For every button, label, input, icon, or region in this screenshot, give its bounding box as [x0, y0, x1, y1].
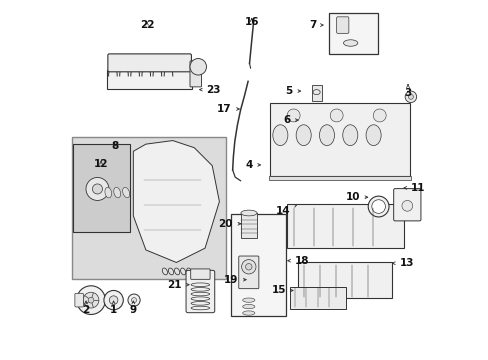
Text: 2: 2	[82, 301, 89, 315]
Ellipse shape	[272, 125, 287, 145]
Ellipse shape	[242, 305, 254, 309]
Ellipse shape	[343, 40, 357, 46]
Ellipse shape	[308, 119, 316, 123]
FancyBboxPatch shape	[289, 287, 346, 309]
Text: 9: 9	[129, 301, 137, 315]
FancyBboxPatch shape	[311, 85, 321, 101]
Circle shape	[372, 109, 386, 122]
FancyBboxPatch shape	[336, 17, 348, 33]
Circle shape	[131, 298, 136, 303]
Text: 15: 15	[271, 285, 292, 296]
Circle shape	[329, 109, 343, 122]
Text: 14: 14	[275, 204, 296, 216]
FancyBboxPatch shape	[73, 144, 130, 232]
FancyBboxPatch shape	[328, 13, 377, 54]
Ellipse shape	[122, 187, 129, 198]
Circle shape	[407, 94, 412, 99]
Text: 10: 10	[345, 192, 367, 202]
Ellipse shape	[180, 268, 185, 275]
Polygon shape	[133, 140, 219, 262]
Ellipse shape	[296, 125, 310, 145]
Ellipse shape	[319, 125, 334, 145]
Circle shape	[92, 184, 102, 194]
Text: 12: 12	[94, 159, 108, 169]
Circle shape	[241, 260, 255, 274]
Ellipse shape	[312, 90, 320, 95]
FancyBboxPatch shape	[240, 213, 257, 238]
Ellipse shape	[168, 268, 173, 275]
Text: 7: 7	[308, 20, 323, 30]
FancyBboxPatch shape	[269, 103, 409, 176]
Ellipse shape	[105, 187, 111, 198]
Text: 18: 18	[287, 256, 308, 266]
Ellipse shape	[366, 125, 380, 145]
FancyBboxPatch shape	[185, 270, 214, 313]
Ellipse shape	[162, 268, 167, 275]
Circle shape	[109, 296, 118, 305]
Circle shape	[77, 286, 105, 315]
Circle shape	[128, 294, 140, 306]
Text: 20: 20	[218, 219, 240, 229]
Text: 4: 4	[245, 160, 260, 170]
FancyBboxPatch shape	[231, 214, 285, 316]
Ellipse shape	[241, 210, 257, 216]
FancyBboxPatch shape	[190, 269, 210, 279]
Text: 8: 8	[111, 141, 118, 151]
Text: 16: 16	[244, 17, 258, 27]
FancyBboxPatch shape	[269, 176, 410, 180]
Ellipse shape	[242, 311, 254, 315]
Text: 3: 3	[404, 85, 411, 98]
FancyBboxPatch shape	[72, 137, 225, 279]
Ellipse shape	[367, 196, 388, 217]
FancyBboxPatch shape	[190, 61, 201, 87]
Circle shape	[88, 297, 94, 303]
Text: 19: 19	[224, 275, 245, 285]
Text: 23: 23	[199, 85, 221, 95]
Text: 1: 1	[110, 301, 117, 315]
FancyBboxPatch shape	[107, 70, 192, 89]
FancyBboxPatch shape	[108, 54, 191, 72]
FancyBboxPatch shape	[286, 204, 403, 248]
Text: 21: 21	[167, 280, 189, 290]
Ellipse shape	[342, 125, 357, 145]
Circle shape	[245, 264, 251, 270]
Text: 11: 11	[403, 183, 425, 193]
Text: 22: 22	[140, 20, 154, 30]
FancyBboxPatch shape	[238, 256, 258, 289]
Ellipse shape	[401, 201, 412, 211]
Text: 17: 17	[217, 104, 239, 114]
Ellipse shape	[174, 268, 179, 275]
Text: 13: 13	[392, 258, 413, 268]
Circle shape	[190, 59, 206, 75]
Ellipse shape	[114, 187, 121, 198]
FancyBboxPatch shape	[75, 293, 83, 307]
Ellipse shape	[186, 268, 191, 275]
Circle shape	[405, 91, 416, 103]
Circle shape	[83, 292, 99, 308]
Circle shape	[86, 177, 109, 201]
Text: 6: 6	[283, 115, 298, 125]
Circle shape	[104, 291, 123, 310]
Circle shape	[286, 109, 300, 122]
Text: 5: 5	[285, 86, 300, 96]
Ellipse shape	[242, 298, 254, 302]
FancyBboxPatch shape	[297, 262, 391, 298]
FancyBboxPatch shape	[393, 189, 420, 221]
Ellipse shape	[371, 200, 385, 213]
